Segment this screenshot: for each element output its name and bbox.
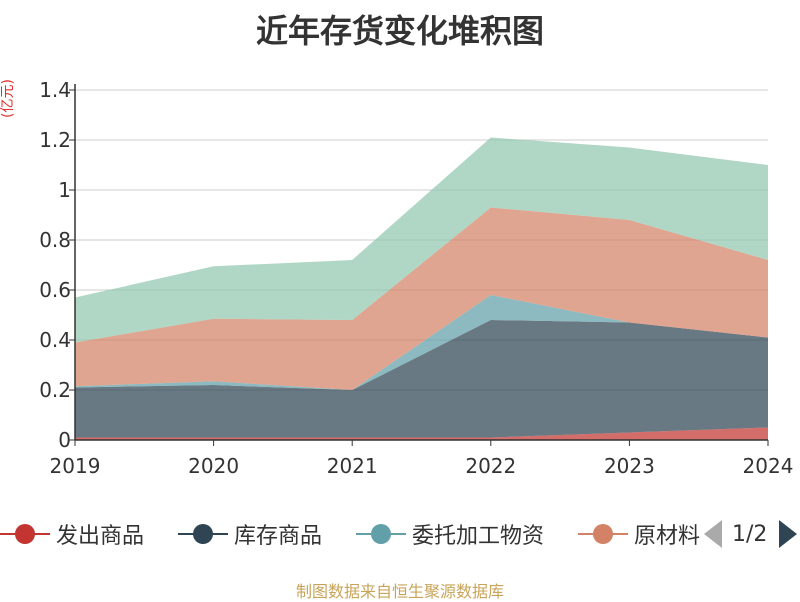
area-series-1 — [75, 320, 768, 438]
y-tick-label: 0.4 — [39, 328, 71, 352]
x-tick-label: 2023 — [604, 454, 655, 478]
x-tick-label: 2019 — [50, 454, 101, 478]
y-tick-label: 1 — [58, 178, 71, 202]
legend-page-indicator: 1/2 — [732, 521, 768, 547]
legend-item-consigned-processing[interactable]: 委托加工物资 — [356, 512, 544, 556]
legend-marker — [578, 512, 628, 556]
next-page-icon[interactable] — [779, 520, 798, 548]
legend-marker — [356, 512, 406, 556]
x-tick-label: 2024 — [743, 454, 794, 478]
legend-marker — [0, 512, 50, 556]
legend-label: 库存商品 — [234, 524, 323, 549]
y-tick-label: 1.2 — [39, 128, 71, 152]
legend-label: 发出商品 — [56, 524, 145, 549]
legend: 发出商品 库存商品 委托加工物资 原材料 — [0, 512, 800, 556]
area-series — [75, 137, 768, 440]
data-source-note: 制图数据来自恒生聚源数据库 — [295, 582, 504, 601]
legend-pager: 1/2 — [700, 512, 800, 556]
previous-page-icon[interactable] — [704, 520, 722, 548]
y-tick-label: 0.2 — [39, 378, 71, 402]
y-tick-label: 0.8 — [39, 228, 71, 252]
chart-title: 近年存货变化堆积图 — [255, 12, 544, 50]
y-tick-label: 1.4 — [39, 78, 71, 102]
area-series-4 — [75, 137, 768, 343]
area-series-0 — [75, 427, 768, 440]
legend-item-shipped-goods[interactable]: 发出商品 — [0, 512, 144, 556]
area-series-3 — [75, 207, 768, 390]
x-tick-label: 2021 — [327, 454, 378, 478]
legend-item-inventory-goods[interactable]: 库存商品 — [178, 512, 322, 556]
y-tick-label: 0 — [58, 428, 71, 452]
x-tick-label: 2020 — [188, 454, 239, 478]
axes: 0 0.2 0.4 0.6 0.8 1 1.2 1.4 2019 2020 2021 2022 2023… — [39, 78, 793, 478]
legend-item-raw-materials[interactable]: 原材料 — [578, 512, 700, 556]
legend-label: 原材料 — [634, 524, 701, 549]
y-tick-label: 0.6 — [39, 278, 71, 302]
x-tick-label: 2022 — [465, 454, 516, 478]
legend-label: 委托加工物资 — [412, 524, 545, 549]
legend-marker — [178, 512, 228, 556]
